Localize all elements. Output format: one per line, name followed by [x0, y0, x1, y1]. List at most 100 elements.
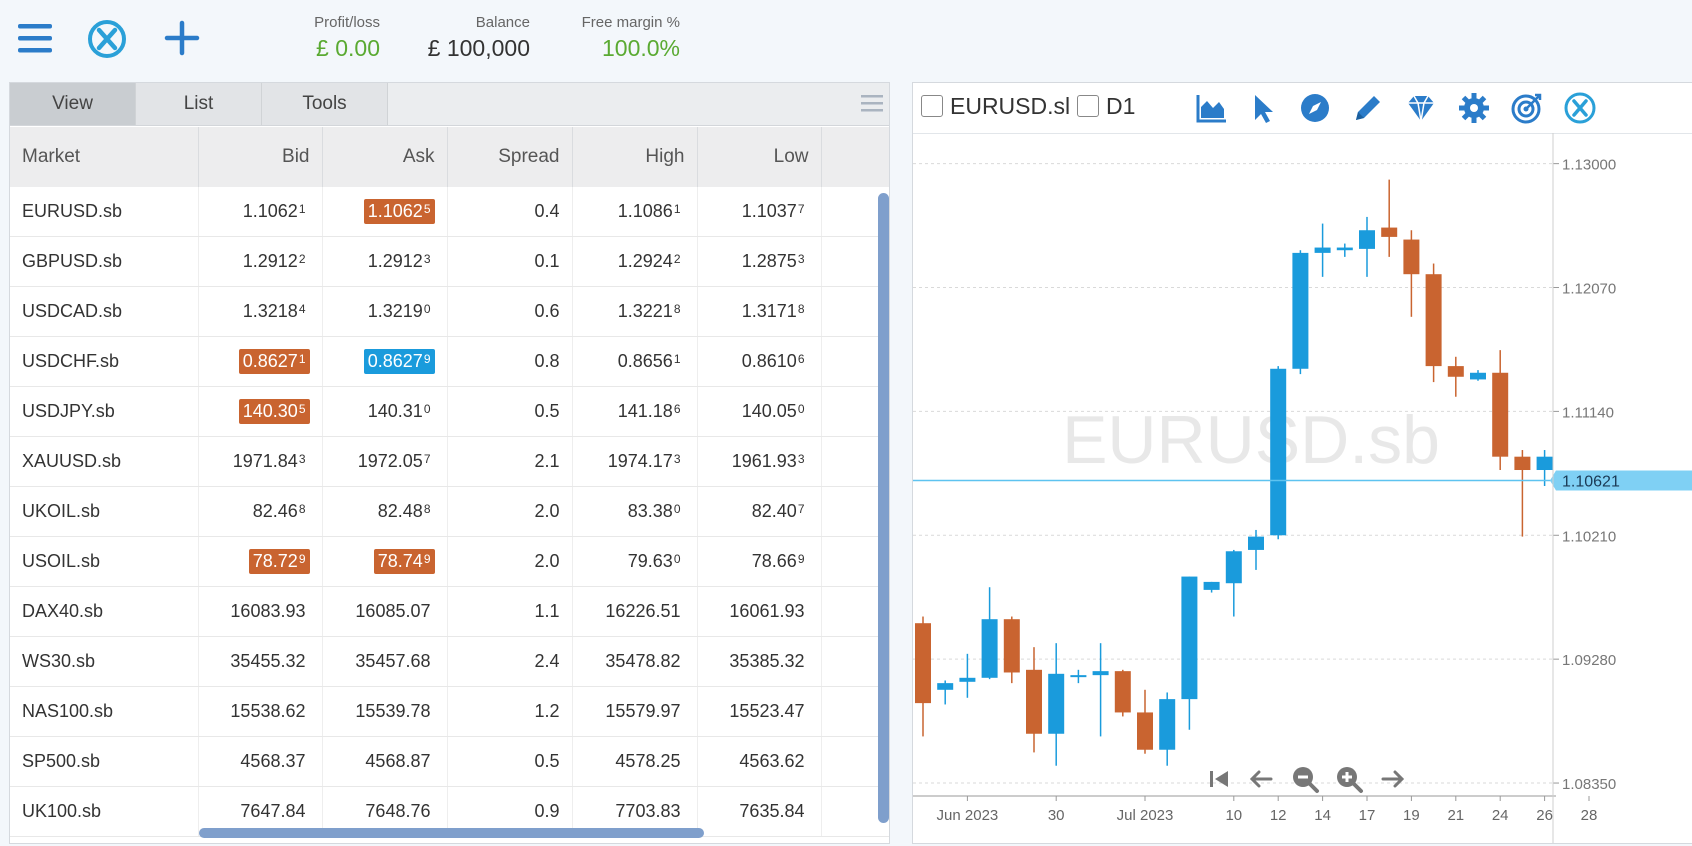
table-row[interactable]: EURUSD.sb 1.10621 1.10625 0.4 1.10861 1.10377	[10, 187, 889, 237]
table-row[interactable]: GBPUSD.sb 1.29122 1.29123 0.1 1.29242 1.28753	[10, 236, 889, 287]
bid-price-main: 15538.62	[230, 701, 306, 721]
high-price-main: 16226.51	[605, 601, 681, 621]
market-cell[interactable]: NAS100.sb	[10, 686, 199, 737]
column-header-ask[interactable]: Ask	[322, 127, 448, 187]
ask-cell[interactable]: 16085.07	[322, 586, 448, 637]
ask-cell[interactable]: 1.29123	[322, 236, 448, 287]
diamond-icon[interactable]	[1404, 91, 1438, 125]
spacer-cell	[821, 486, 889, 537]
zoom-in-icon[interactable]	[1333, 763, 1365, 795]
ask-cell[interactable]: 15539.78	[322, 686, 448, 737]
tab-view[interactable]: View	[10, 83, 136, 125]
low-price-main: 4563.62	[739, 751, 805, 771]
market-cell[interactable]: WS30.sb	[10, 636, 199, 687]
ask-price-pip: 9	[423, 552, 431, 566]
table-row[interactable]: USDCHF.sb 0.86271 0.86279 0.8 0.86561 0.86106	[10, 336, 889, 387]
pencil-icon[interactable]	[1351, 91, 1385, 125]
cursor-icon[interactable]	[1245, 91, 1279, 125]
table-row[interactable]: USDCAD.sb 1.32184 1.32190 0.6 1.32218 1.31718	[10, 286, 889, 337]
column-header-spread[interactable]: Spread	[447, 127, 573, 187]
candle-body	[1447, 366, 1464, 377]
column-header-high[interactable]: High	[572, 127, 698, 187]
table-row[interactable]: USOIL.sb 78.729 78.749 2.0 79.630 78.669	[10, 536, 889, 587]
horizontal-scrollbar[interactable]	[199, 828, 704, 838]
spread-cell: 0.1	[447, 236, 573, 287]
candle-body	[1403, 239, 1420, 275]
bid-cell[interactable]: 1971.843	[198, 436, 323, 487]
table-row[interactable]: UKOIL.sb 82.468 82.488 2.0 83.380 82.407	[10, 486, 889, 537]
scroll-left-icon[interactable]	[1245, 763, 1277, 795]
table-row[interactable]: WS30.sb 35455.32 35457.68 2.4 35478.82 35385.…	[10, 636, 889, 687]
bid-cell[interactable]: 1.32184	[198, 286, 323, 337]
bid-cell[interactable]: 78.729	[198, 536, 323, 587]
gear-icon[interactable]	[1457, 91, 1491, 125]
market-cell[interactable]: USDJPY.sb	[10, 386, 199, 437]
top-bar: Profit/loss £ 0.00 Balance £ 100,000 Fre…	[0, 0, 1692, 80]
ask-cell[interactable]: 82.488	[322, 486, 448, 537]
market-cell[interactable]: USDCHF.sb	[10, 336, 199, 387]
symbol-label: EURUSD.sl	[950, 93, 1071, 119]
table-row[interactable]: USDJPY.sb 140.305 140.310 0.5 141.186 140.050	[10, 386, 889, 437]
column-header-bid[interactable]: Bid	[198, 127, 323, 187]
bid-cell[interactable]: 15538.62	[198, 686, 323, 737]
timeframe-checkbox[interactable]	[1077, 95, 1099, 117]
bid-cell[interactable]: 16083.93	[198, 586, 323, 637]
table-row[interactable]: XAUUSD.sb 1971.843 1972.057 2.1 1974.173 1961…	[10, 436, 889, 487]
table-row[interactable]: SP500.sb 4568.37 4568.87 0.5 4578.25 4563.62	[10, 736, 889, 787]
ask-cell[interactable]: 1.32190	[322, 286, 448, 337]
market-cell[interactable]: USDCAD.sb	[10, 286, 199, 337]
symbol-checkbox[interactable]	[921, 95, 943, 117]
market-cell[interactable]: GBPUSD.sb	[10, 236, 199, 287]
high-price-main: 7703.83	[615, 801, 681, 821]
panel-menu-icon[interactable]	[861, 93, 883, 113]
zoom-out-icon[interactable]	[1289, 763, 1321, 795]
compass-icon[interactable]	[1298, 91, 1332, 125]
ask-cell[interactable]: 35457.68	[322, 636, 448, 687]
target-icon[interactable]	[1510, 91, 1544, 125]
ask-cell[interactable]: 1.10625	[322, 187, 448, 237]
ask-cell[interactable]: 140.310	[322, 386, 448, 437]
bid-cell[interactable]: 1.10621	[198, 187, 323, 237]
market-cell[interactable]: XAUUSD.sb	[10, 436, 199, 487]
ask-cell[interactable]: 0.86279	[322, 336, 448, 387]
market-cell[interactable]: UKOIL.sb	[10, 486, 199, 537]
spread-cell: 2.0	[447, 486, 573, 537]
hamburger-menu-icon[interactable]	[16, 18, 58, 60]
ask-price: 1.29123	[364, 249, 435, 274]
current-price-tag	[1550, 470, 1692, 491]
table-row[interactable]: NAS100.sb 15538.62 15539.78 1.2 15579.97 1552…	[10, 686, 889, 737]
market-cell[interactable]: EURUSD.sb	[10, 187, 199, 237]
vertical-scrollbar[interactable]	[878, 193, 889, 823]
brand-icon[interactable]	[1563, 91, 1597, 125]
column-header-market[interactable]: Market	[10, 127, 199, 187]
high-cell: 16226.51	[572, 586, 698, 637]
bid-cell[interactable]: 4568.37	[198, 736, 323, 787]
chart-type-icon[interactable]	[1194, 91, 1228, 125]
column-header-low[interactable]: Low	[697, 127, 822, 187]
scroll-right-icon[interactable]	[1377, 763, 1409, 795]
bid-cell[interactable]: 35455.32	[198, 636, 323, 687]
ask-cell[interactable]: 1972.057	[322, 436, 448, 487]
tab-list[interactable]: List	[136, 83, 262, 125]
x-tick-label: 21	[1447, 807, 1464, 824]
bid-cell[interactable]: 1.29122	[198, 236, 323, 287]
candle-body	[1492, 372, 1509, 457]
spread-cell: 0.6	[447, 286, 573, 337]
ask-price-pip: 5	[423, 202, 431, 216]
x-tick-label: 10	[1225, 807, 1242, 824]
ask-cell[interactable]: 78.749	[322, 536, 448, 587]
market-cell[interactable]: SP500.sb	[10, 736, 199, 787]
add-icon[interactable]	[162, 18, 204, 60]
bid-cell[interactable]: 0.86271	[198, 336, 323, 387]
tab-tools[interactable]: Tools	[262, 83, 388, 125]
bid-cell[interactable]: 82.468	[198, 486, 323, 537]
candlestick-chart[interactable]: 1.13000 1.12070 1.11140 1.10210 1.09280 1.083…	[913, 133, 1692, 843]
market-cell[interactable]: UK100.sb	[10, 786, 199, 837]
table-row[interactable]: DAX40.sb 16083.93 16085.07 1.1 16226.51 16061…	[10, 586, 889, 637]
jump-to-start-icon[interactable]	[1203, 763, 1235, 795]
bid-cell[interactable]: 140.305	[198, 386, 323, 437]
ask-cell[interactable]: 4568.87	[322, 736, 448, 787]
market-cell[interactable]: DAX40.sb	[10, 586, 199, 637]
market-cell[interactable]: USOIL.sb	[10, 536, 199, 587]
brand-logo-icon[interactable]	[86, 18, 128, 60]
